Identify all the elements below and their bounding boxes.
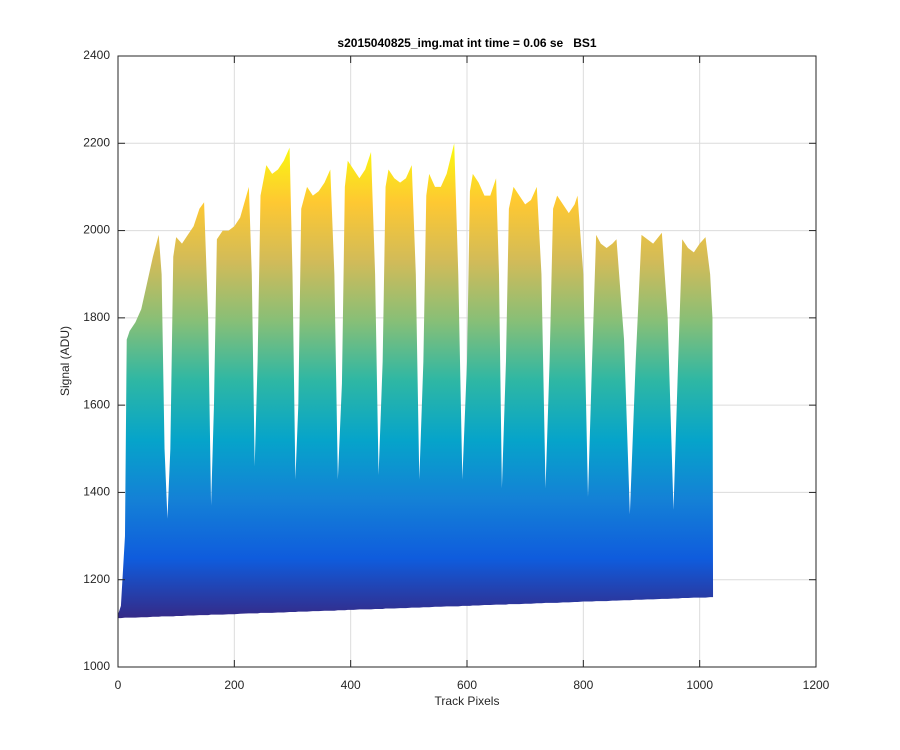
y-tick-label: 1600 — [83, 397, 110, 411]
y-tick-label: 1200 — [83, 572, 110, 586]
y-tick-label: 1800 — [83, 310, 110, 324]
y-tick-label: 1000 — [83, 659, 110, 673]
x-tick-label: 200 — [224, 678, 244, 692]
signal-area — [118, 143, 714, 619]
x-tick-label: 1200 — [803, 678, 830, 692]
x-axis-label: Track Pixels — [435, 694, 500, 708]
y-tick-label: 2000 — [83, 223, 110, 237]
x-tick-label: 0 — [115, 678, 122, 692]
y-tick-label: 2400 — [83, 48, 110, 62]
y-tick-label: 2200 — [83, 135, 110, 149]
y-axis-label: Signal (ADU) — [58, 326, 72, 396]
chart-title: s2015040825_img.mat int time = 0.06 se B… — [337, 36, 596, 50]
x-tick-label: 400 — [341, 678, 361, 692]
x-tick-label: 1000 — [686, 678, 713, 692]
x-tick-label: 600 — [457, 678, 477, 692]
x-tick-label: 800 — [573, 678, 593, 692]
y-tick-label: 1400 — [83, 485, 110, 499]
